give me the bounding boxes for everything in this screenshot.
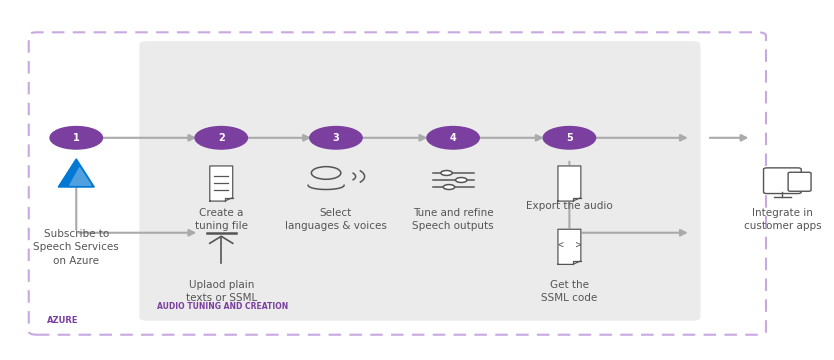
Text: Select
languages & voices: Select languages & voices <box>285 208 387 231</box>
Polygon shape <box>558 166 580 201</box>
Circle shape <box>427 127 480 149</box>
Text: AZURE: AZURE <box>47 316 78 325</box>
FancyBboxPatch shape <box>764 168 801 194</box>
Circle shape <box>543 127 595 149</box>
Text: 5: 5 <box>566 133 573 143</box>
Text: Export the audio: Export the audio <box>526 201 613 211</box>
Polygon shape <box>558 229 580 264</box>
Text: Subscribe to
Speech Services
on Azure: Subscribe to Speech Services on Azure <box>33 229 119 266</box>
Text: AUDIO TUNING AND CREATION: AUDIO TUNING AND CREATION <box>158 302 289 311</box>
Text: Get the
SSML code: Get the SSML code <box>541 280 597 303</box>
Text: Integrate in
customer apps: Integrate in customer apps <box>744 208 821 231</box>
Text: 3: 3 <box>333 133 339 143</box>
Text: 1: 1 <box>73 133 79 143</box>
Text: Tune and refine
Speech outputs: Tune and refine Speech outputs <box>412 208 494 231</box>
FancyBboxPatch shape <box>788 172 811 191</box>
Polygon shape <box>58 159 94 187</box>
Text: 4: 4 <box>450 133 456 143</box>
Circle shape <box>309 127 362 149</box>
Text: <  >: < > <box>558 240 581 250</box>
Circle shape <box>443 185 455 189</box>
Circle shape <box>195 127 248 149</box>
Text: Create a
tuning file: Create a tuning file <box>195 208 248 231</box>
Text: 2: 2 <box>218 133 224 143</box>
Polygon shape <box>210 166 233 201</box>
Circle shape <box>455 177 467 183</box>
Text: Uplaod plain
texts or SSML: Uplaod plain texts or SSML <box>186 280 257 303</box>
Polygon shape <box>70 168 91 185</box>
FancyBboxPatch shape <box>139 41 701 321</box>
Circle shape <box>441 171 452 175</box>
Circle shape <box>50 127 103 149</box>
